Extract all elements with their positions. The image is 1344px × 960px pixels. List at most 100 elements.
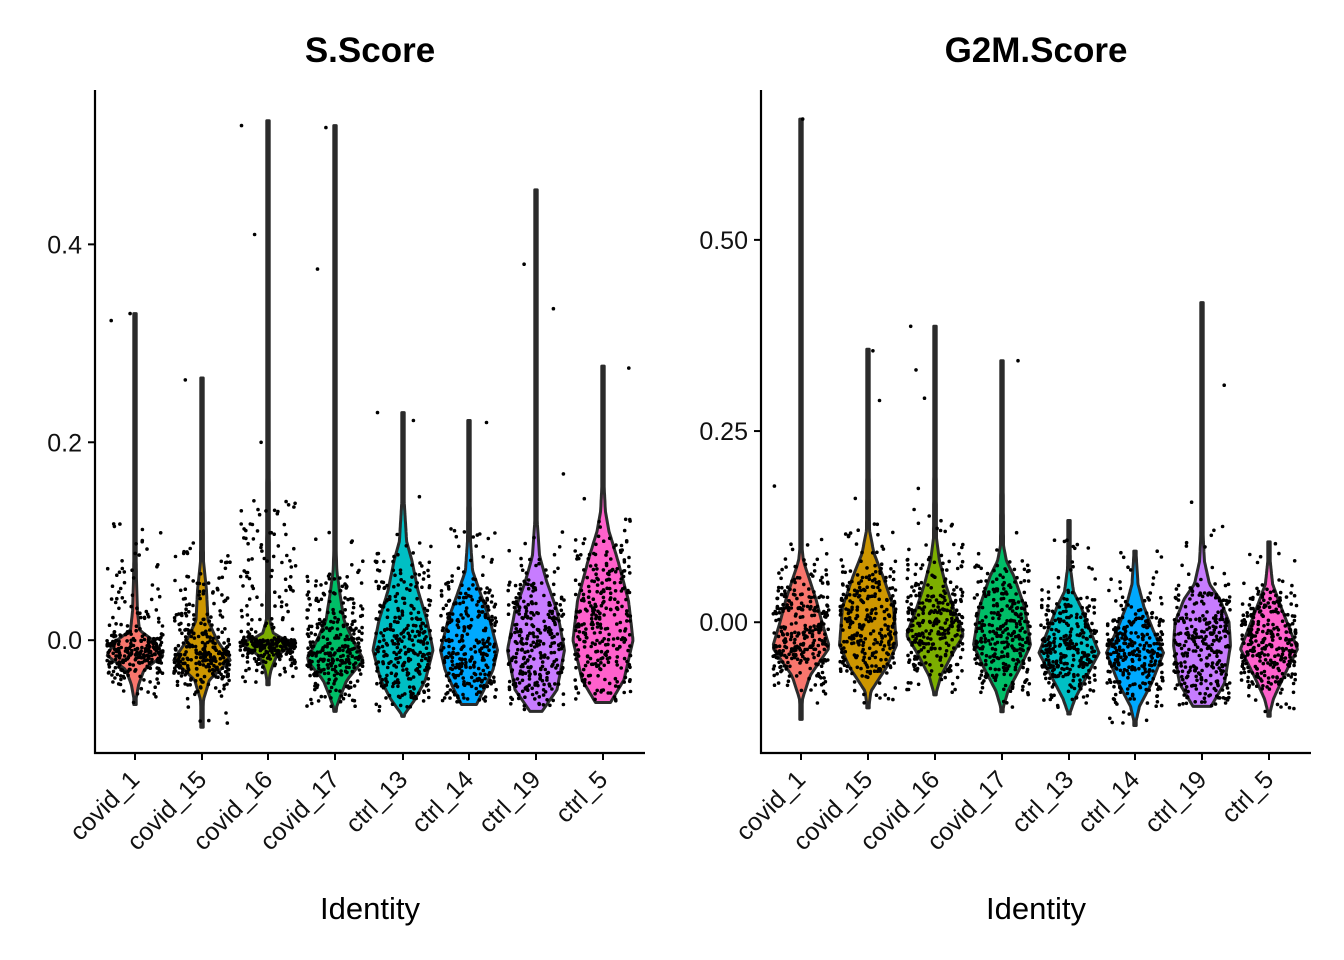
outlier-point [484, 420, 489, 425]
data-point [841, 661, 845, 665]
data-point [1287, 649, 1292, 653]
data-point [615, 647, 620, 651]
data-point [284, 639, 289, 644]
data-point [1250, 671, 1255, 675]
data-point [1251, 646, 1255, 651]
data-point [877, 681, 882, 685]
data-point [361, 559, 365, 563]
data-point [1138, 643, 1142, 647]
data-point [592, 631, 597, 635]
data-point [1151, 669, 1155, 673]
data-point [207, 668, 212, 673]
data-point [1198, 592, 1203, 597]
data-point [139, 649, 143, 653]
data-point [859, 588, 863, 593]
data-point [244, 570, 249, 575]
data-point [391, 559, 395, 564]
data-point [1200, 700, 1204, 704]
data-point [1224, 598, 1229, 603]
data-point [991, 629, 996, 634]
data-point [1182, 643, 1187, 648]
data-point [489, 622, 494, 626]
data-point [326, 666, 331, 670]
data-point [950, 616, 954, 621]
data-point [203, 642, 207, 646]
data-point [385, 665, 390, 670]
data-point [1251, 606, 1255, 611]
data-point [820, 611, 825, 615]
data-point [1207, 653, 1212, 657]
data-point [913, 654, 917, 659]
data-point [591, 597, 596, 601]
data-point [557, 671, 562, 675]
data-point [375, 669, 379, 673]
data-point [1210, 664, 1214, 668]
data-point [448, 620, 452, 624]
data-point [822, 676, 826, 680]
data-point [535, 635, 540, 639]
data-point [425, 608, 430, 613]
data-point [624, 597, 628, 602]
data-point [352, 640, 356, 645]
data-point [586, 660, 590, 664]
data-point [140, 634, 145, 639]
data-point [912, 664, 916, 669]
data-point [1155, 641, 1159, 646]
data-point [407, 685, 412, 689]
data-point [595, 638, 599, 643]
data-point [604, 561, 609, 566]
data-point [1126, 565, 1130, 569]
data-point [183, 596, 187, 601]
data-point [533, 697, 537, 701]
data-point [812, 655, 816, 660]
data-point [803, 623, 807, 628]
data-point [1117, 616, 1121, 621]
data-point [199, 686, 203, 690]
data-point [1107, 588, 1111, 593]
data-point [561, 692, 566, 696]
data-point [808, 625, 813, 630]
data-point [893, 588, 898, 592]
data-point [354, 656, 359, 660]
data-point [1067, 644, 1072, 649]
data-point [590, 613, 594, 617]
data-point [422, 689, 426, 694]
data-point [493, 531, 497, 535]
data-point [338, 632, 343, 637]
data-point [338, 699, 343, 704]
data-point [395, 591, 400, 596]
data-point [975, 593, 979, 597]
data-point [986, 638, 991, 643]
data-point [1198, 691, 1202, 696]
data-point [556, 682, 561, 686]
data-point [178, 588, 183, 593]
data-point [529, 616, 533, 621]
data-point [576, 648, 581, 652]
data-point [1214, 614, 1218, 618]
data-point [201, 655, 206, 659]
data-point [322, 671, 327, 676]
data-point [464, 612, 469, 616]
data-point [148, 649, 153, 654]
data-point [590, 606, 595, 611]
data-point [785, 683, 790, 688]
data-point [599, 690, 603, 694]
data-point [536, 683, 540, 688]
data-point [575, 557, 579, 561]
data-point [857, 581, 861, 586]
data-point [181, 657, 185, 661]
data-point [474, 544, 479, 548]
data-point [891, 570, 896, 574]
data-point [523, 605, 528, 609]
data-point [1121, 632, 1125, 637]
data-point [263, 660, 268, 665]
data-point [1014, 606, 1019, 611]
data-point [1288, 630, 1292, 634]
outlier-point [551, 306, 556, 311]
data-point [1078, 658, 1083, 663]
data-point [926, 570, 930, 574]
data-point [928, 673, 932, 677]
data-point [855, 608, 859, 612]
data-point [1137, 657, 1142, 662]
data-point [598, 667, 602, 671]
